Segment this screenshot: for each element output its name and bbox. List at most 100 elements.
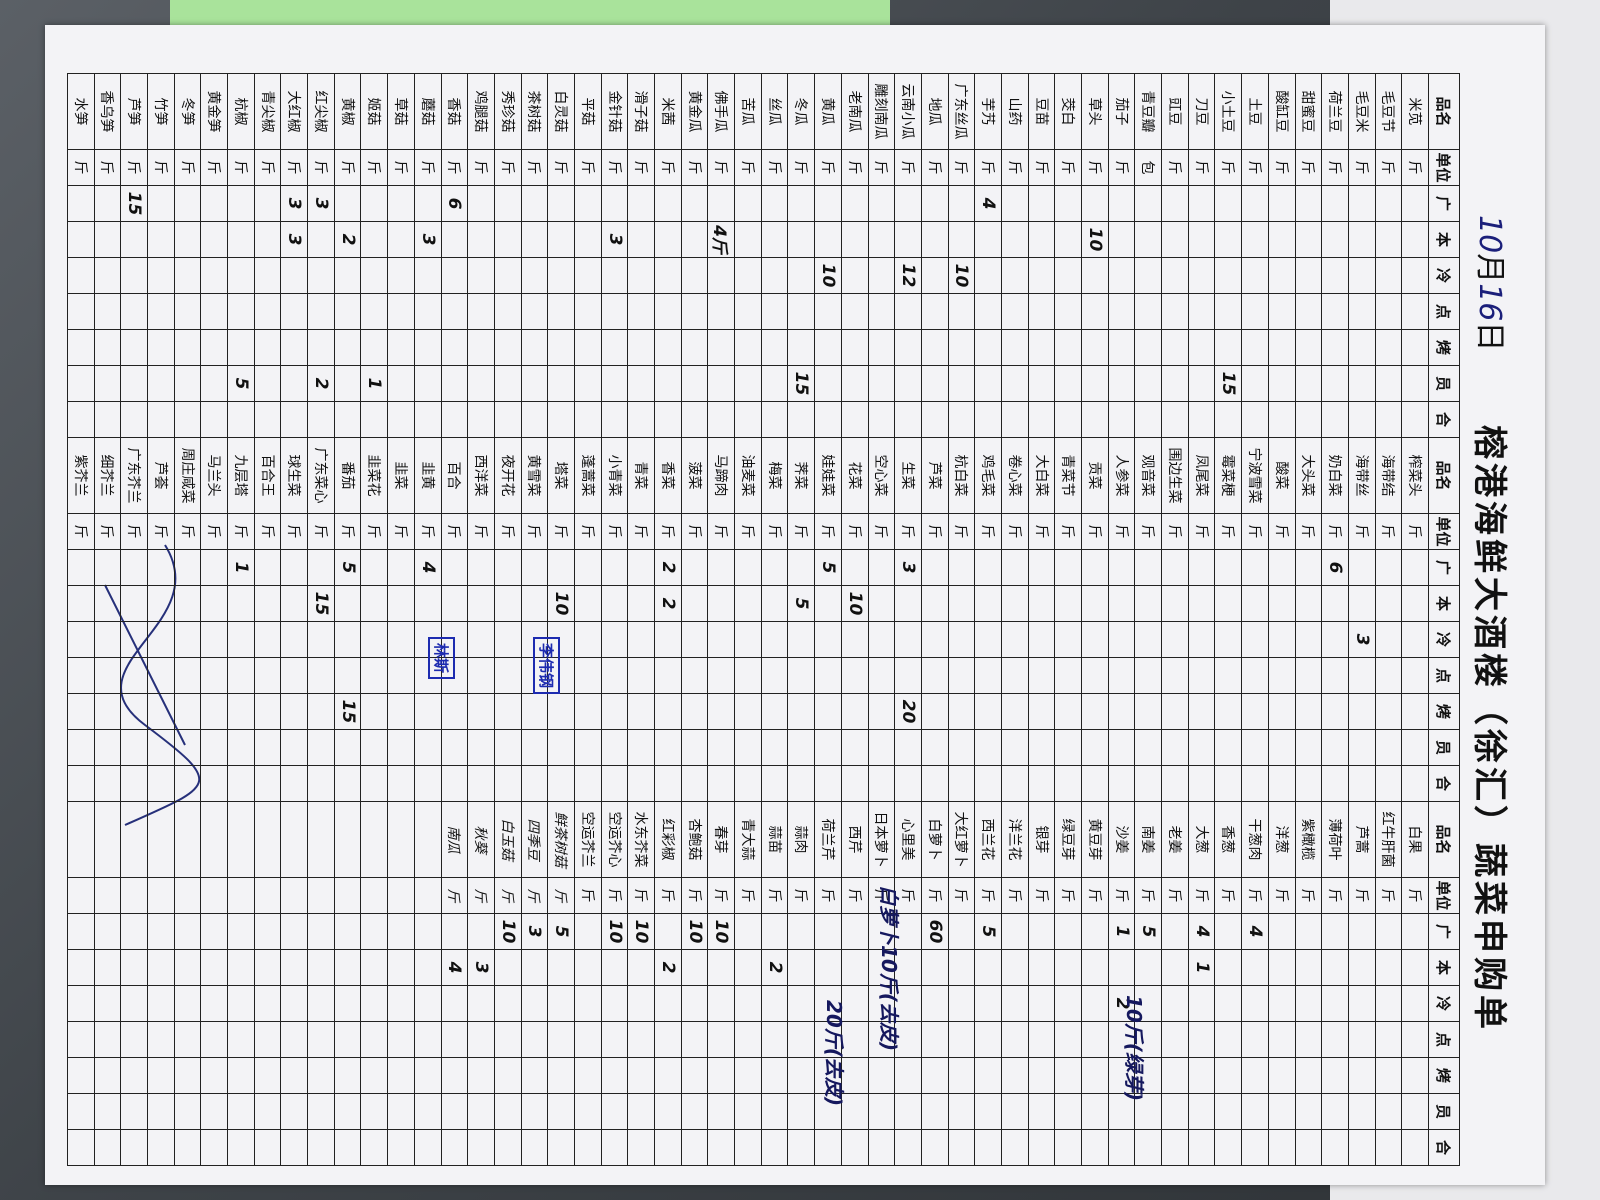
empty-cell [1348, 1021, 1376, 1058]
item-unit: 斤 [1108, 877, 1135, 914]
empty-cell [94, 221, 121, 258]
empty-cell [387, 1129, 415, 1166]
quantity: 5 [334, 549, 361, 586]
empty-cell [1188, 549, 1215, 586]
empty-cell [334, 621, 361, 658]
empty-cell [1215, 549, 1242, 586]
item-name: 杭白菜 [948, 437, 975, 514]
empty-cell [1054, 765, 1082, 802]
item-row: 蓬蒿菜斤 [574, 437, 602, 802]
empty-cell [1028, 729, 1055, 766]
empty-cell [174, 401, 201, 438]
quantity: 10 [814, 257, 842, 294]
empty-cell [1001, 257, 1029, 294]
item-name: 空运芥兰 [574, 801, 602, 878]
empty-cell [1161, 221, 1189, 258]
empty-cell [67, 657, 95, 694]
empty-cell [1054, 549, 1082, 586]
empty-cell [707, 621, 735, 658]
empty-cell [494, 221, 522, 258]
item-name: 老南瓜 [841, 73, 869, 150]
empty-cell [1028, 549, 1055, 586]
empty-cell [627, 1129, 655, 1166]
header-row: 品名 单位广本冷点烤员合 [1428, 437, 1460, 802]
empty-cell [467, 549, 495, 586]
empty-cell [1001, 1021, 1029, 1058]
empty-cell [1321, 1093, 1349, 1130]
empty-cell [654, 657, 682, 694]
empty-cell [948, 185, 975, 222]
empty-cell [761, 549, 788, 586]
empty-cell [1134, 329, 1162, 366]
item-unit: 斤 [788, 877, 815, 914]
empty-cell [494, 949, 522, 986]
empty-cell [307, 985, 335, 1022]
empty-cell [1401, 729, 1429, 766]
item-row: 姬菇斤 1 [361, 73, 388, 438]
empty-cell [307, 1057, 335, 1094]
empty-cell [868, 765, 895, 802]
empty-cell [254, 549, 281, 586]
empty-cell [361, 621, 388, 658]
empty-cell [1108, 585, 1135, 622]
item-name: 广东芥兰 [120, 437, 148, 514]
empty-cell [414, 293, 442, 330]
item-row [200, 801, 228, 1166]
empty-cell [1321, 221, 1349, 258]
item-unit: 斤 [734, 149, 762, 186]
empty-cell [814, 185, 842, 222]
item-name: 小青菜 [601, 437, 628, 514]
empty-cell [1268, 401, 1296, 438]
item-row: 贡菜斤 [1081, 437, 1109, 802]
empty-cell [681, 585, 708, 622]
empty-cell [94, 1129, 121, 1166]
item-name: 草头 [1081, 73, 1109, 150]
empty-cell [414, 729, 442, 766]
empty-cell [948, 221, 975, 258]
empty-cell [974, 329, 1002, 366]
empty-cell [627, 293, 655, 330]
empty-cell [974, 729, 1002, 766]
item-unit: 斤 [894, 513, 922, 550]
empty-cell [894, 401, 922, 438]
empty-cell [1188, 293, 1215, 330]
item-unit: 斤 [948, 149, 975, 186]
empty-cell [414, 693, 442, 730]
quantity: 3 [467, 949, 495, 986]
empty-cell [414, 1129, 442, 1166]
item-name: 荠菜 [788, 437, 815, 514]
item-row: 苦瓜斤 [734, 73, 762, 438]
empty-cell [1321, 729, 1349, 766]
empty-cell [280, 585, 308, 622]
empty-cell [1268, 949, 1296, 986]
empty-cell [707, 949, 735, 986]
empty-cell [1134, 657, 1162, 694]
empty-cell [814, 765, 842, 802]
empty-cell [200, 765, 228, 802]
empty-cell [280, 877, 308, 914]
item-row: 杭白菜斤 [948, 437, 975, 802]
empty-cell [1401, 621, 1429, 658]
empty-cell [1161, 657, 1189, 694]
empty-cell [387, 185, 415, 222]
empty-cell [1054, 329, 1082, 366]
item-unit: 斤 [574, 877, 602, 914]
empty-cell [1295, 657, 1322, 694]
empty-cell [707, 329, 735, 366]
item-name: 周庄咸菜 [174, 437, 201, 514]
empty-cell [1321, 293, 1349, 330]
empty-cell [707, 657, 735, 694]
empty-cell [574, 913, 602, 950]
item-row: 沙姜斤 1 2 [1108, 801, 1135, 1166]
empty-cell [67, 329, 95, 366]
empty-cell [681, 729, 708, 766]
empty-cell [334, 329, 361, 366]
empty-cell [1295, 293, 1322, 330]
item-unit: 斤 [1134, 513, 1162, 550]
item-unit: 斤 [734, 877, 762, 914]
empty-cell [1161, 985, 1189, 1022]
item-name: 南瓜 [441, 801, 468, 878]
empty-cell [387, 765, 415, 802]
item-unit: 斤 [894, 149, 922, 186]
item-name: 毛豆节 [1375, 73, 1402, 150]
